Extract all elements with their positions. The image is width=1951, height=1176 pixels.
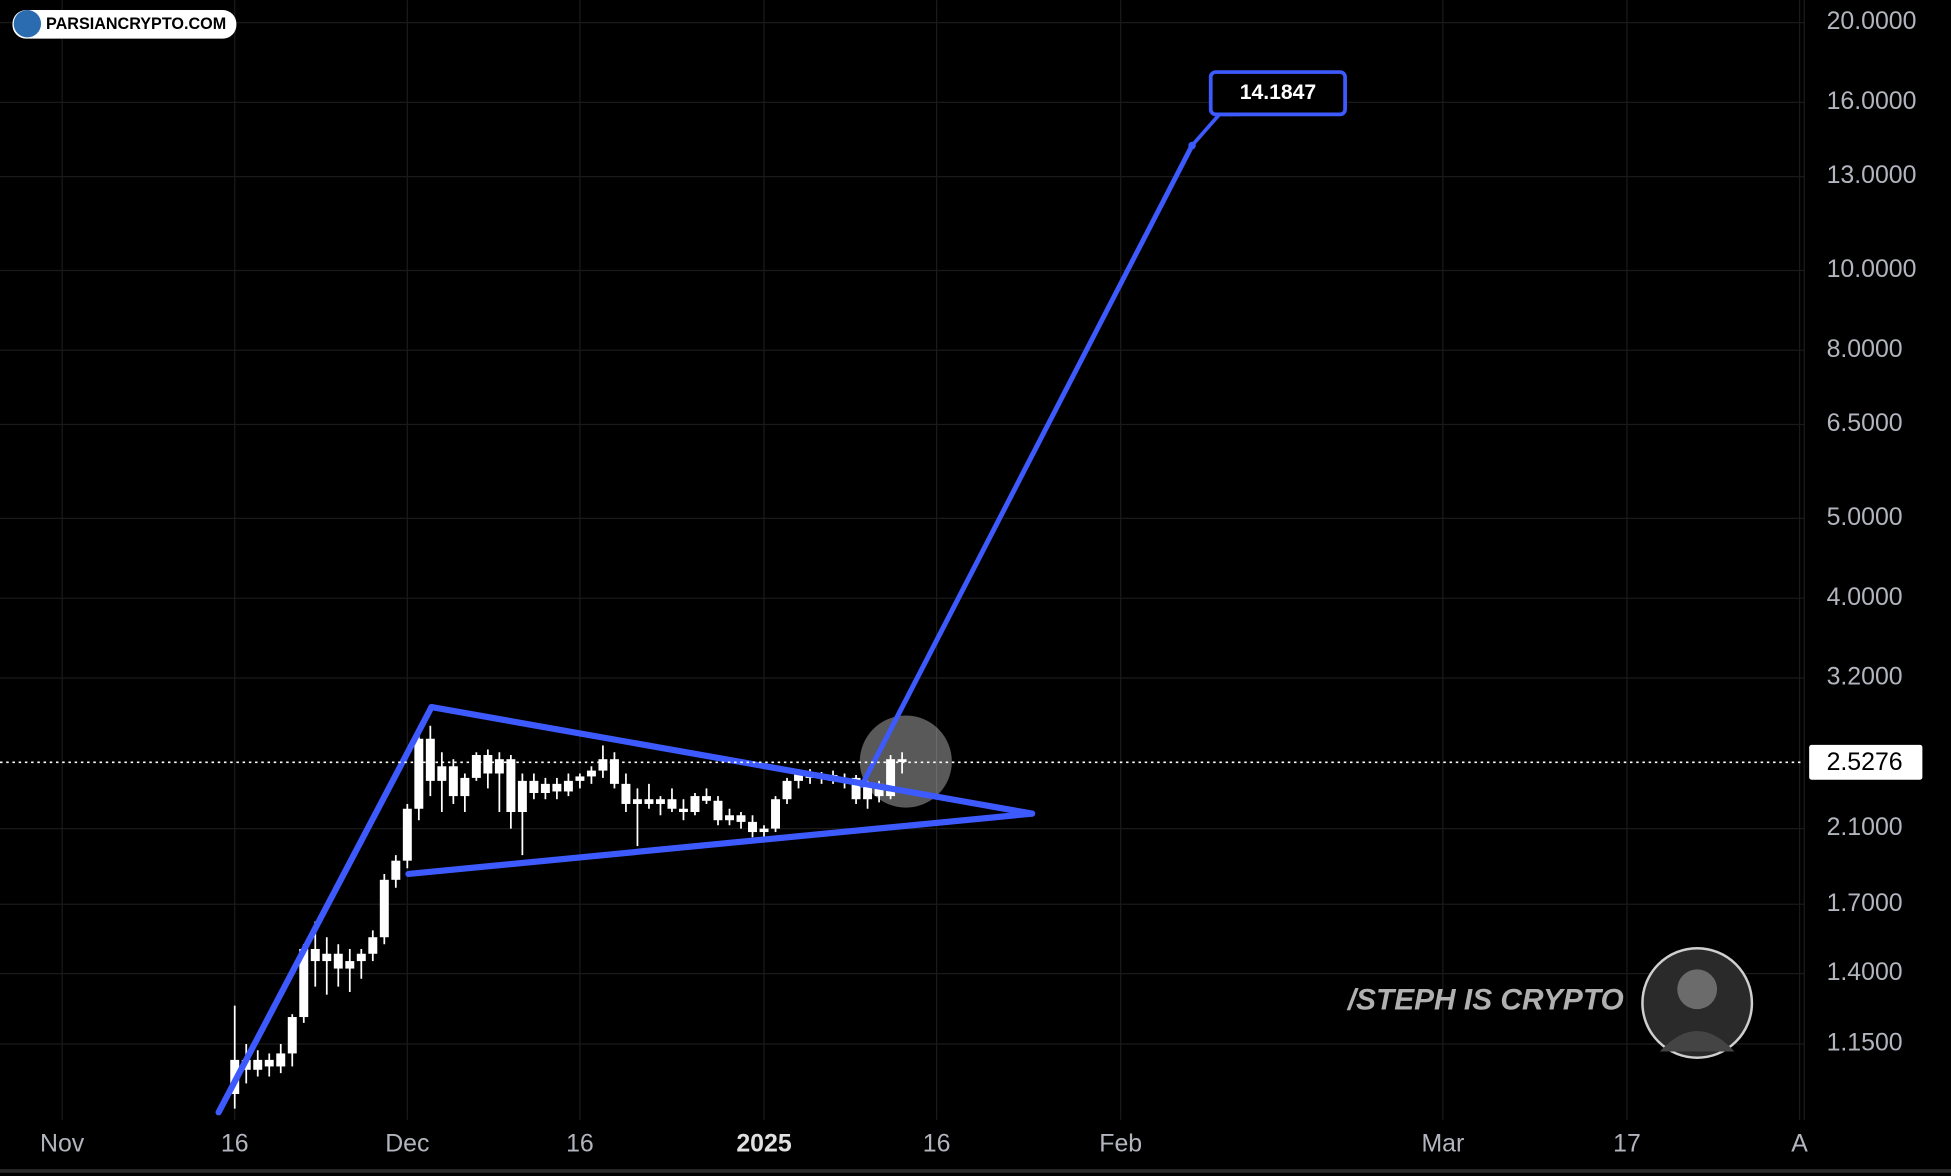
candle-body — [575, 776, 585, 781]
candle-body — [506, 759, 516, 812]
last-price-label: 2.5276 — [1827, 748, 1903, 776]
x-tick-label: 2025 — [736, 1129, 792, 1157]
candle-body — [690, 796, 700, 812]
x-tick-label: Nov — [40, 1129, 85, 1157]
projection-line — [859, 142, 1195, 788]
y-tick-label: 10.0000 — [1827, 255, 1917, 283]
candle-body — [655, 799, 665, 804]
x-tick-label: 16 — [566, 1129, 594, 1157]
callout-label: 14.1847 — [1240, 81, 1316, 104]
candle-body — [794, 773, 804, 781]
candle-body — [310, 948, 320, 962]
x-tick-label: 17 — [1613, 1129, 1641, 1157]
watermark-pill — [12, 10, 237, 39]
y-tick-label: 16.0000 — [1827, 87, 1917, 115]
trendline — [405, 810, 1036, 878]
candle-body — [287, 1017, 297, 1054]
y-tick-label: 20.0000 — [1827, 7, 1917, 35]
y-tick-label: 2.1000 — [1827, 813, 1903, 841]
candle-body — [402, 808, 412, 861]
watermark-top: PARSIANCRYPTO.COM — [46, 15, 226, 33]
candle-body — [483, 755, 493, 774]
candle-body — [725, 815, 734, 821]
candle-body — [702, 796, 711, 801]
x-tick-label: 16 — [923, 1129, 951, 1157]
candle-body — [356, 953, 366, 962]
avatar-body — [1659, 1030, 1735, 1052]
candle-body — [874, 783, 884, 797]
callout-box — [1208, 70, 1347, 117]
candle-body — [333, 953, 343, 969]
candle-body — [425, 738, 435, 781]
candle-body — [517, 780, 527, 812]
x-tick-label: 16 — [221, 1129, 249, 1157]
candle-body — [748, 821, 757, 833]
candle-body — [897, 759, 907, 763]
candle-body — [667, 799, 677, 809]
last-price-box — [1809, 744, 1923, 780]
candle-body — [563, 780, 573, 792]
candle-body — [368, 937, 378, 954]
candle-body — [276, 1053, 286, 1067]
candle-body — [736, 815, 746, 822]
y-tick-label: 8.0000 — [1827, 335, 1903, 363]
candle-body — [540, 783, 550, 793]
candle-body — [379, 879, 389, 938]
candle-body — [448, 766, 458, 797]
candle-body — [678, 808, 688, 812]
candle-body — [264, 1059, 274, 1067]
candle-body — [391, 860, 401, 880]
candle-body — [621, 783, 631, 804]
watermark: /STEPH IS CRYPTO — [1346, 984, 1624, 1017]
candle-body — [771, 799, 780, 829]
y-tick-label: 4.0000 — [1827, 583, 1903, 611]
candle-body — [713, 800, 723, 821]
candle-body — [345, 961, 355, 969]
y-tick-label: 1.7000 — [1827, 889, 1903, 917]
candle-body — [782, 780, 792, 800]
candle-body — [598, 759, 608, 771]
x-tick-label: Mar — [1421, 1129, 1464, 1157]
candle-body — [322, 953, 332, 962]
y-tick-label: 5.0000 — [1827, 503, 1903, 531]
x-tick-label: Feb — [1099, 1129, 1142, 1157]
candle-body — [299, 948, 309, 1018]
watermark-icon — [13, 10, 42, 38]
candle-body — [632, 799, 642, 804]
candle-body — [586, 770, 596, 777]
candle-body — [471, 755, 481, 778]
y-tick-label: 3.2000 — [1827, 663, 1903, 691]
candle-body — [886, 759, 896, 797]
trendline — [215, 703, 435, 1116]
x-tick-label: Dec — [385, 1129, 429, 1157]
x-tick-label: A — [1791, 1129, 1808, 1157]
y-tick-label: 1.1500 — [1827, 1029, 1903, 1057]
candle-body — [863, 783, 873, 800]
candle-body — [609, 759, 619, 784]
trendline — [428, 703, 1036, 817]
candle-body — [460, 777, 470, 797]
candle-body — [414, 738, 424, 809]
overlay: 1.1500 1.4000 1.7000 2.1000 3.2000 4.0000 5.00… — [0, 7, 1923, 1157]
candle-body — [437, 766, 447, 781]
candle-body — [494, 759, 504, 774]
candle-body — [552, 783, 562, 792]
candle-body — [851, 777, 861, 800]
grid — [0, 0, 1805, 1120]
candle-body — [253, 1059, 263, 1070]
candle-body — [644, 799, 654, 804]
avatar-head — [1677, 969, 1718, 1010]
candle-body — [759, 828, 769, 833]
candle-body — [529, 780, 539, 793]
y-tick-label: 13.0000 — [1827, 161, 1917, 189]
y-tick-label: 1.4000 — [1827, 958, 1903, 986]
y-tick-label: 6.5000 — [1827, 409, 1903, 437]
